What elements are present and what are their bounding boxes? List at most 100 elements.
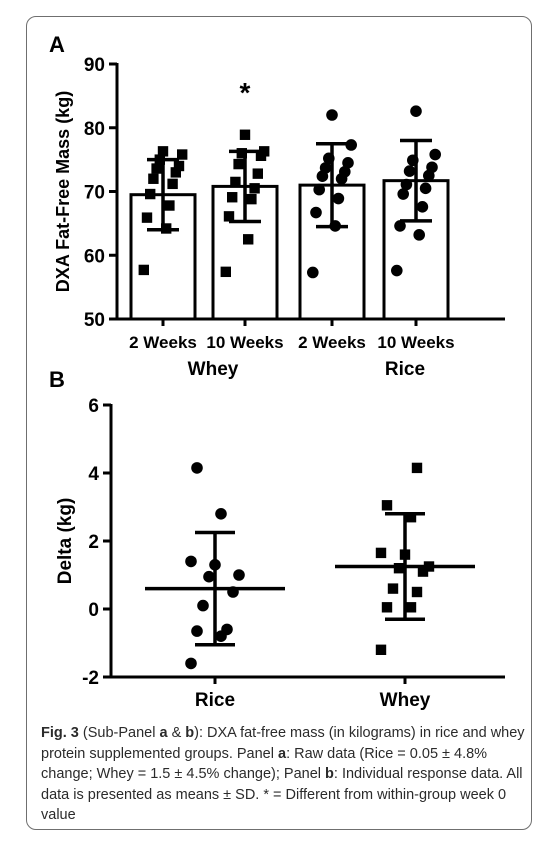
panel-b-group-0-point-10 [215,508,227,520]
bar-1-point-6 [230,176,241,188]
panel-b-group-0-point-0 [185,657,197,670]
panel-b-group-1-point-2 [381,602,393,613]
panel-b-group-1-point-10 [405,512,417,523]
bar-3-point-9 [426,161,438,174]
bar-3-point-12 [410,105,422,117]
bar-1-point-12 [239,129,251,140]
bar-1-point-11 [259,146,270,157]
panel-b-y-axis-label: Delta (kg) [55,498,76,585]
panel-b-ytick-label-2: 2 [88,532,99,553]
panel-b-group-1-point-6 [393,563,405,574]
panel-b-group-0-point-8 [209,559,221,571]
panel-b-ytick-label--2: -2 [82,668,99,689]
panel-b-ytick-label-6: 6 [88,396,99,417]
bar-2-point-7 [339,165,351,178]
caption-panel-a-ref: a [278,745,287,762]
bar-3-point-8 [403,165,416,177]
panel-b-group-0-point-11 [191,462,203,474]
bar-3-point-4 [397,188,410,200]
bar-2-point-11 [345,139,358,151]
panel-b-group-0-point-7 [233,569,245,581]
caption-panel-b: b [185,725,195,741]
bar-3-point-3 [416,201,429,213]
bar-1-point-5 [249,183,260,194]
bar-1-point-0 [220,266,231,278]
bar-2-point-9 [342,157,354,169]
bar-3-point-2 [394,220,406,232]
bar-2-point-2 [310,206,322,219]
panel-a-xtick-label-2: 2 Weeks [298,333,366,352]
panel-b-group-0-point-5 [227,586,239,598]
bar-1-point-10 [236,148,247,159]
bar-1-point-1 [243,234,254,245]
panel-b-group-0-point-9 [185,555,197,568]
panel-b-group-1-point-4 [387,583,399,594]
bar-0-point-6 [148,173,159,184]
bar-3-point-5 [419,182,432,195]
panel-b-group-0-point-6 [203,570,215,583]
panel-b-xtick-label-1: Whey [380,690,431,711]
bar-0-point-12 [157,146,169,157]
panel-b-letter: B [49,367,65,392]
bar-2-point-12 [326,109,338,121]
panel-b-group-1-point-8 [399,549,411,560]
panel-b-group-0-point-2 [191,625,203,637]
figure-caption: Fig. 3 (Sub-Panel a & b): DXA fat-free m… [41,723,527,826]
panel-b-group-0-point-4 [197,599,209,612]
figure-panel: A 50 60 70 80 90 2 Weeks 10 Weeks 2 Weeks 10 Week… [26,16,532,830]
panel-a-significance-0: * [240,77,251,108]
bar-0-point-5 [167,178,178,190]
bar-2-point-3 [332,192,345,205]
panel-a-xtick-label-1: 10 Weeks [206,333,283,352]
bar-0-point-4 [145,188,156,200]
caption-text-5: : Individual response data. All data is … [41,766,523,823]
bar-0-point-3 [164,200,175,211]
bar-2-point-4 [313,183,326,196]
panel-a-letter: A [49,32,65,57]
bar-3-point-0 [391,264,403,277]
bar-3 [382,179,450,321]
bar-0-point-11 [177,149,188,160]
caption-panel-a: a [159,725,168,741]
panel-b-group-1-point-9 [375,547,387,559]
panel-b-xtick-label-0: Rice [195,690,235,711]
bar-0-point-2 [141,212,153,223]
bar-1-point-4 [227,192,238,203]
bar-1-point-2 [223,211,235,222]
panel-b-group-1-point-11 [381,500,393,511]
panel-a-ytick-label-70: 70 [84,183,105,204]
caption-text-1: (Sub-Panel [78,725,160,741]
panel-a-ytick-label-90: 90 [84,55,105,76]
panel-a-ytick-label-80: 80 [84,119,105,140]
panel-a-ytick-label-50: 50 [84,310,105,331]
bar-2-point-0 [307,266,319,279]
panel-b-group-0-point-3 [221,623,233,636]
caption-text-4: : Raw data (Rice = 0.05 ± 4.8% change; W… [41,745,488,783]
panel-b-ytick-label-0: 0 [88,600,99,621]
caption-label: Fig. 3 [41,725,79,741]
panel-a-group-label-0: Whey [188,359,239,380]
bar-3-point-6 [400,178,413,191]
bar-1-point-8 [233,158,244,170]
caption-text-3: ): DXA fat-free mass (in kilograms) in r… [41,725,525,762]
panel-b-group-1-point-5 [417,566,429,577]
bar-3-point-11 [429,148,442,161]
panel-a-group-label-1: Rice [385,359,425,380]
bar-3-point-1 [413,229,426,241]
bar-1-point-7 [252,168,263,179]
bar-0-point-7 [170,167,181,178]
panel-b-group-1-point-1 [405,602,417,613]
caption-text-2: & [167,725,186,741]
panel-a-xtick-label-0: 2 Weeks [129,333,197,352]
panel-b-group-1-point-3 [411,586,423,598]
panel-b-group-1-point-12 [411,462,423,474]
panel-b-group-1-point-0 [375,644,387,655]
caption-panel-b-ref: b [325,766,334,782]
panel-a-xtick-label-3: 10 Weeks [377,333,454,352]
bar-0-point-9 [173,160,185,172]
panel-a-y-axis-label: DXA Fat-Free Mass (kg) [53,91,73,292]
bar-0-point-8 [151,163,162,174]
panel-b-ytick-label-4: 4 [88,464,99,485]
panel-b-group-1-point-7 [423,561,435,572]
